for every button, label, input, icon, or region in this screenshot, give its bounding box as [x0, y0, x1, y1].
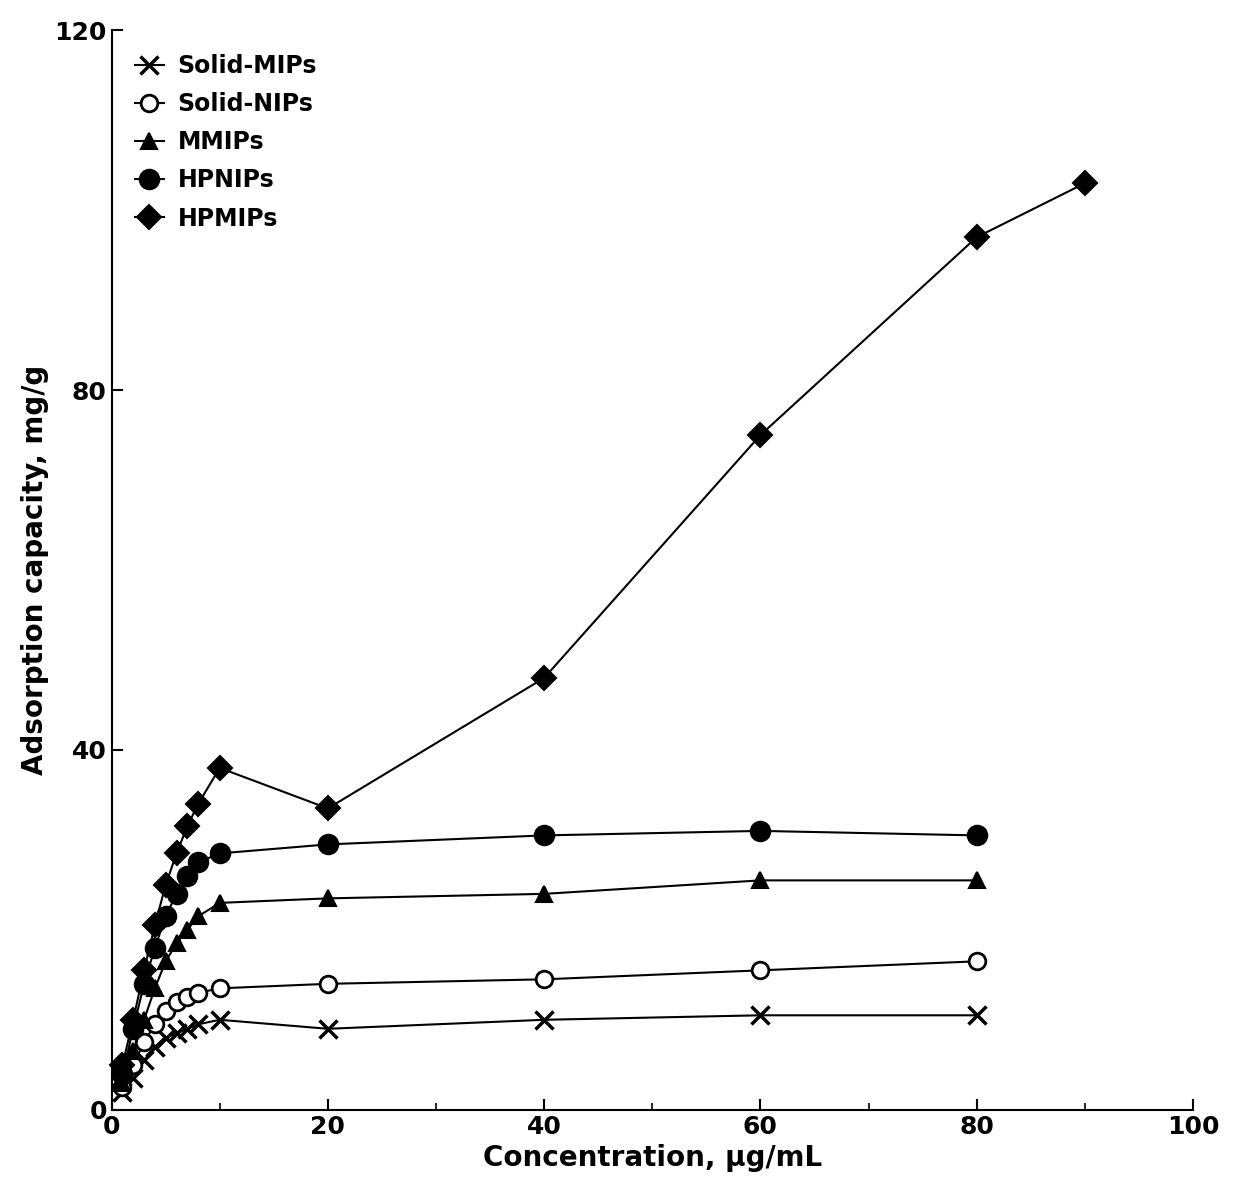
Solid-MIPs — [136, 1053, 151, 1068]
Solid-MIPs — [320, 1021, 335, 1036]
HPMIPs — [180, 820, 195, 834]
Solid-MIPs — [537, 1013, 552, 1027]
MMIPs — [115, 1076, 130, 1090]
HPNIPs — [169, 886, 184, 901]
Solid-MIPs — [970, 1008, 985, 1022]
HPNIPs — [125, 1021, 140, 1036]
HPMIPs — [212, 761, 227, 775]
MMIPs — [320, 891, 335, 905]
Solid-MIPs — [180, 1021, 195, 1036]
HPMIPs — [970, 230, 985, 245]
Solid-NIPs — [125, 1058, 140, 1073]
Solid-NIPs — [753, 963, 768, 977]
Solid-MIPs — [753, 1008, 768, 1022]
Solid-MIPs — [169, 1026, 184, 1040]
Solid-MIPs — [115, 1084, 130, 1099]
MMIPs — [125, 1044, 140, 1058]
HPMIPs — [537, 670, 552, 685]
HPMIPs — [148, 919, 162, 933]
MMIPs — [159, 954, 174, 969]
HPNIPs — [537, 828, 552, 842]
Line: Solid-NIPs: Solid-NIPs — [114, 953, 985, 1095]
MMIPs — [753, 873, 768, 888]
Y-axis label: Adsorption capacity, mg/g: Adsorption capacity, mg/g — [21, 365, 48, 775]
Line: MMIPs: MMIPs — [114, 872, 985, 1092]
HPNIPs — [753, 823, 768, 837]
HPNIPs — [148, 940, 162, 954]
MMIPs — [970, 873, 985, 888]
Solid-NIPs — [320, 977, 335, 991]
Line: HPNIPs: HPNIPs — [113, 821, 986, 1083]
HPNIPs — [180, 869, 195, 883]
Solid-NIPs — [115, 1080, 130, 1094]
Solid-NIPs — [159, 1003, 174, 1018]
HPNIPs — [970, 828, 985, 842]
Solid-NIPs — [180, 990, 195, 1005]
Line: Solid-MIPs: Solid-MIPs — [113, 1006, 986, 1101]
Solid-MIPs — [212, 1013, 227, 1027]
MMIPs — [180, 922, 195, 937]
Solid-NIPs — [537, 972, 552, 987]
HPNIPs — [115, 1067, 130, 1081]
MMIPs — [136, 1013, 151, 1027]
Solid-NIPs — [212, 981, 227, 995]
Line: HPMIPs: HPMIPs — [114, 175, 1094, 1074]
MMIPs — [148, 981, 162, 995]
MMIPs — [191, 909, 206, 923]
HPMIPs — [320, 802, 335, 816]
Solid-NIPs — [970, 954, 985, 969]
HPMIPs — [169, 846, 184, 860]
X-axis label: Concentration, μg/mL: Concentration, μg/mL — [482, 1144, 822, 1173]
Solid-MIPs — [148, 1039, 162, 1053]
HPMIPs — [125, 1013, 140, 1027]
HPMIPs — [136, 963, 151, 977]
HPMIPs — [753, 428, 768, 443]
MMIPs — [537, 886, 552, 901]
Solid-NIPs — [148, 1018, 162, 1032]
HPMIPs — [1078, 177, 1092, 191]
HPMIPs — [191, 797, 206, 811]
MMIPs — [212, 896, 227, 910]
MMIPs — [169, 937, 184, 951]
Solid-MIPs — [191, 1018, 206, 1032]
HPNIPs — [191, 855, 206, 870]
Solid-MIPs — [159, 1031, 174, 1045]
HPNIPs — [212, 846, 227, 860]
Solid-NIPs — [191, 985, 206, 1000]
HPMIPs — [159, 878, 174, 892]
HPNIPs — [159, 909, 174, 923]
Solid-MIPs — [125, 1071, 140, 1086]
HPNIPs — [136, 977, 151, 991]
Solid-NIPs — [136, 1036, 151, 1050]
HPMIPs — [115, 1058, 130, 1073]
Solid-NIPs — [169, 995, 184, 1009]
Legend: Solid-MIPs, Solid-NIPs, MMIPs, HPNIPs, HPMIPs: Solid-MIPs, Solid-NIPs, MMIPs, HPNIPs, H… — [124, 42, 329, 242]
HPNIPs — [320, 837, 335, 852]
